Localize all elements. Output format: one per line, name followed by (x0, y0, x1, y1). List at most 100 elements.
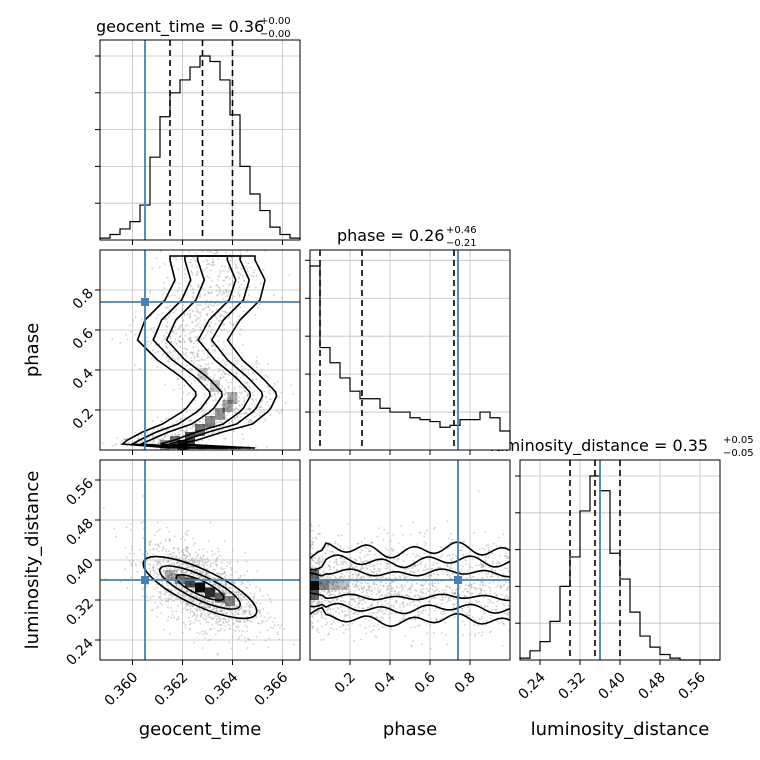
scatter-point (198, 312, 201, 315)
histogram-step (99, 55, 301, 240)
scatter-point (228, 586, 230, 589)
scatter-point (190, 557, 193, 560)
scatter-point (152, 434, 154, 437)
scatter-point (221, 568, 224, 571)
scatter-point (163, 572, 166, 575)
scatter-point (236, 266, 239, 269)
scatter-point (211, 394, 214, 396)
scatter-point (198, 603, 201, 606)
scatter-point (247, 286, 250, 289)
scatter-point (193, 561, 196, 564)
scatter-point (193, 569, 196, 572)
scatter-point (206, 372, 209, 375)
scatter-point (192, 611, 195, 614)
scatter-point (188, 605, 191, 608)
scatter-point (264, 417, 267, 420)
scatter-point (221, 348, 224, 351)
scatter-point (179, 576, 182, 579)
scatter-point (311, 601, 314, 604)
scatter-point (237, 613, 240, 616)
scatter-point (202, 421, 204, 424)
scatter-point (462, 574, 464, 577)
scatter-point (341, 583, 344, 585)
scatter-point (160, 564, 163, 566)
scatter-point (182, 328, 185, 331)
scatter-point (255, 275, 258, 277)
scatter-point (323, 571, 326, 574)
scatter-point (202, 293, 205, 296)
scatter-point (202, 603, 205, 605)
scatter-point (193, 355, 196, 358)
scatter-point (190, 572, 192, 575)
scatter-point (205, 379, 207, 382)
scatter-point (391, 549, 394, 552)
scatter-point (188, 332, 191, 335)
scatter-point (226, 295, 229, 297)
scatter-point (196, 315, 199, 318)
scatter-point (173, 369, 176, 372)
scatter-point (190, 591, 192, 594)
scatter-point (339, 576, 342, 578)
scatter-point (249, 418, 252, 421)
scatter-point (180, 602, 183, 605)
scatter-point (240, 352, 243, 355)
scatter-point (338, 593, 341, 596)
scatter-point (209, 565, 211, 568)
scatter-point (210, 387, 213, 390)
scatter-point (208, 292, 211, 295)
scatter-point (349, 610, 352, 613)
scatter-point (203, 392, 206, 395)
scatter-point (324, 623, 327, 626)
scatter-point (204, 560, 207, 563)
scatter-points (101, 250, 294, 450)
scatter-point (327, 584, 329, 587)
scatter-point (186, 313, 189, 316)
scatter-point (246, 393, 249, 396)
scatter-point (227, 270, 230, 273)
scatter-point (219, 378, 222, 380)
scatter-point (210, 602, 213, 605)
scatter-point (211, 601, 214, 604)
scatter-point (490, 567, 493, 569)
scatter-point (220, 610, 222, 613)
scatter-point (177, 327, 180, 330)
scatter-point (206, 574, 209, 577)
scatter-point (192, 537, 195, 540)
scatter-point (169, 539, 172, 541)
scatter-point (497, 622, 500, 625)
scatter-point (211, 413, 213, 415)
scatter-point (420, 590, 423, 593)
scatter-point (492, 580, 495, 583)
scatter-point (266, 401, 269, 403)
scatter-point (226, 392, 229, 395)
scatter-point (220, 561, 223, 564)
scatter-point (336, 586, 339, 589)
scatter-point (207, 329, 209, 332)
scatter-point (250, 420, 253, 423)
scatter-point (484, 556, 487, 558)
scatter-point (344, 560, 347, 563)
scatter-point (342, 577, 345, 579)
scatter-point (208, 575, 210, 578)
scatter-point (181, 631, 184, 634)
scatter-point (472, 582, 475, 585)
scatter-point (238, 635, 241, 638)
scatter-point (161, 583, 164, 585)
scatter-point (216, 572, 219, 575)
scatter-point (310, 544, 312, 547)
scatter-point (232, 421, 235, 424)
scatter-point (344, 610, 347, 613)
scatter-point (328, 594, 331, 597)
scatter-point (173, 294, 176, 297)
scatter-point (422, 608, 425, 611)
scatter-point (218, 286, 221, 289)
scatter-point (315, 562, 318, 565)
scatter-point (267, 612, 270, 615)
scatter-point (342, 560, 345, 563)
scatter-point (231, 571, 234, 574)
scatter-point (227, 284, 230, 286)
scatter-point (184, 626, 187, 629)
scatter-point (229, 283, 232, 285)
scatter-point (238, 621, 241, 624)
scatter-point (168, 358, 171, 361)
